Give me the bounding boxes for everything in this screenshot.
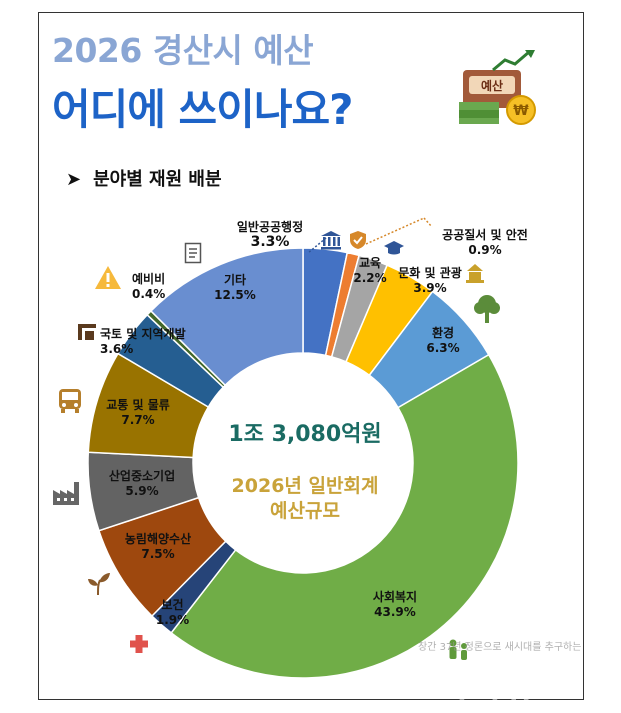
warning-icon	[95, 266, 121, 289]
arrow-icon: ➤	[66, 169, 82, 190]
shield-icon	[350, 231, 366, 249]
label-health: 보건 1.9%	[155, 598, 190, 627]
center-description: 2026년 일반회계 예산규모	[205, 474, 405, 524]
label-environment: 환경 6.3%	[426, 326, 460, 355]
svg-text:₩: ₩	[513, 103, 529, 119]
label-public-order: 공공질서 및 안전 0.9%	[442, 228, 528, 257]
page-title: 2026 경산시 예산	[52, 31, 314, 70]
graduation-cap-icon	[384, 241, 404, 255]
section-heading-text: 분야별 재원 배분	[93, 169, 222, 190]
money-budget-icon: 예산 ₩	[459, 50, 536, 125]
label-general-admin: 일반공공행정 3.3%	[236, 220, 304, 250]
page-headline: 어디에 쓰이나요?	[52, 85, 353, 134]
bus-icon	[59, 389, 81, 413]
badge-text: 예산	[481, 78, 503, 93]
landmark-icon	[466, 264, 484, 283]
center-desc-line2: 예산규모	[270, 500, 340, 522]
label-land-development: 국토 및 지역개발 3.6%	[100, 327, 186, 356]
leader-line-1	[365, 217, 425, 245]
label-industry: 산업중소기업 5.9%	[108, 469, 176, 498]
center-desc-line1: 2026년 일반회계	[231, 475, 379, 497]
section-heading: ➤ 분야별 재원 배분	[66, 165, 222, 191]
construction-icon	[78, 324, 96, 340]
leader-line-2	[423, 217, 433, 228]
label-culture: 문화 및 관광 3.9%	[398, 266, 462, 295]
factory-icon	[53, 482, 79, 505]
center-total: 1조 3,080억원	[228, 422, 382, 447]
document-icon	[184, 242, 202, 264]
label-reserve: 예비비 0.4%	[132, 272, 166, 301]
bank-icon	[321, 231, 341, 250]
donut-slice-5	[170, 353, 519, 679]
tree-icon	[474, 295, 500, 323]
watermark-tagline: 창간 37년 정론으로 새시대를 추구하는	[418, 642, 582, 653]
family-icon	[449, 639, 467, 660]
label-education: 교육 2.2%	[353, 256, 387, 285]
medical-cross-icon	[130, 635, 148, 653]
label-social-welfare: 사회복지 43.9%	[372, 590, 418, 619]
label-transport: 교통 및 물류 7.7%	[106, 398, 170, 427]
watermark-brand: 시사뉴스	[432, 660, 573, 706]
label-others: 기타 12.5%	[214, 273, 256, 302]
donut-slice-12	[149, 247, 304, 387]
sprout-icon	[88, 573, 110, 596]
label-agriculture: 농림해양수산 7.5%	[124, 532, 192, 561]
